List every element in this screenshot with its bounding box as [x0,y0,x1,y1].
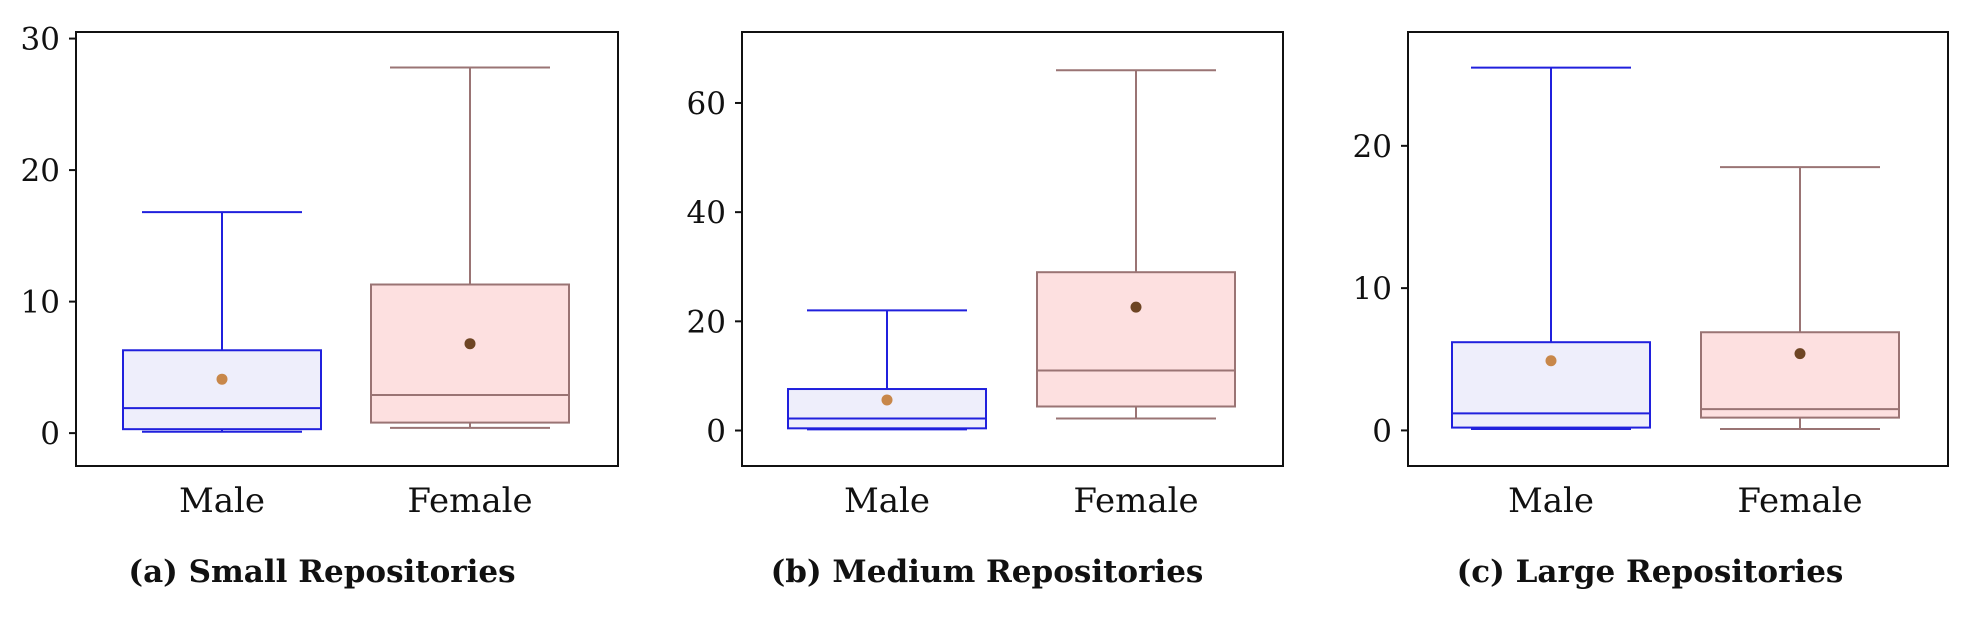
male-box [787,388,987,430]
male-box [122,349,322,431]
female-mean-point [1794,348,1806,360]
female-box [1700,331,1900,419]
x-category-label-female: Female [1073,481,1198,521]
female-box [370,283,570,424]
male-box [1451,341,1651,429]
male-mean-point [216,373,228,385]
y-tick-label: 0 [706,414,726,450]
x-category-label-female: Female [1737,481,1862,521]
panel-caption: (b) Medium Repositories [771,554,1204,590]
y-tick-label: 10 [1353,271,1392,307]
plot-frame [75,31,619,467]
female-mean-point [1130,301,1142,313]
x-category-label-male: Male [179,481,265,521]
x-category-label-male: Male [844,481,930,521]
y-tick-label: 20 [21,153,60,189]
x-category-label-female: Female [407,481,532,521]
y-tick-label: 0 [40,416,60,452]
panel-caption: (a) Small Repositories [128,554,515,590]
y-tick-label: 0 [1372,413,1392,449]
male-mean-point [1545,355,1557,367]
y-tick-label: 10 [21,285,60,321]
y-tick-label: 60 [687,86,726,122]
y-tick-label: 30 [21,22,60,58]
female-box [1036,271,1236,408]
plot-frame [741,31,1284,467]
y-tick-label: 20 [1353,129,1392,165]
female-mean-point [464,338,476,350]
panel-caption: (c) Large Repositories [1457,554,1844,590]
male-mean-point [881,394,893,406]
y-tick-label: 20 [687,304,726,340]
y-tick-label: 40 [687,195,726,231]
x-category-label-male: Male [1508,481,1594,521]
plot-frame [1407,31,1949,467]
